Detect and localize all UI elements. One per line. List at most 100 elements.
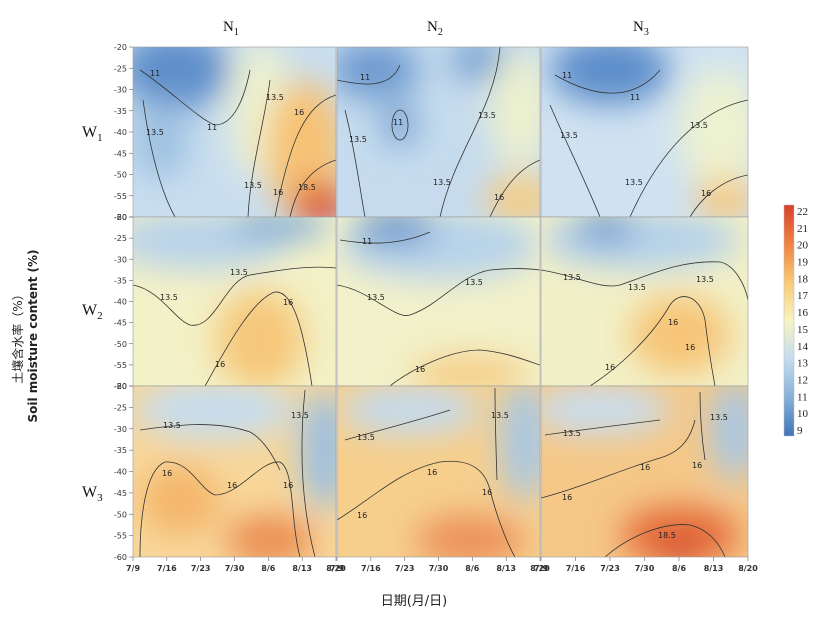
x-tick-label: 8/6 bbox=[672, 564, 686, 573]
contour-label: 16 bbox=[215, 360, 225, 369]
x-tick-label: 8/13 bbox=[496, 564, 516, 573]
contour-label: 16 bbox=[427, 468, 437, 477]
contour-label: 16 bbox=[668, 318, 678, 327]
contour-label: 13.5 bbox=[690, 121, 708, 130]
colorbar-tick-label: 22 bbox=[797, 206, 808, 218]
contour-label: 11 bbox=[393, 118, 403, 127]
contour-label: 16 bbox=[283, 481, 293, 490]
contour-label: 13.5 bbox=[244, 181, 262, 190]
y-tick-label: -45 bbox=[114, 149, 127, 158]
y-tick-label: -50 bbox=[114, 510, 127, 519]
panel-w3-n3: 13.5 13.5 16 16 16 18.5 bbox=[540, 385, 749, 558]
contour-label: 13.5 bbox=[357, 433, 375, 442]
colorbar-tick-label: 20 bbox=[797, 240, 809, 252]
contour-label: 13.5 bbox=[146, 128, 164, 137]
y-tick-label: -20 bbox=[114, 382, 127, 391]
x-tick-label: 7/16 bbox=[361, 564, 381, 573]
x-tick-label: 8/13 bbox=[704, 564, 724, 573]
contour-label: 18.5 bbox=[298, 183, 316, 192]
contour-label: 13.5 bbox=[560, 131, 578, 140]
y-axis-title-en: Soil moisture content (%) bbox=[26, 249, 40, 423]
panel-w1-n2: 11 11 13.5 13.5 13.5 16 bbox=[336, 46, 541, 218]
x-tick-label: 7/30 bbox=[635, 564, 655, 573]
y-tick-label: -40 bbox=[114, 128, 127, 137]
colorbar-tick-label: 14 bbox=[797, 341, 809, 353]
y-tick-label: -30 bbox=[114, 425, 127, 434]
panel-w1-n3: 11 11 13.5 13.5 13.5 16 bbox=[540, 46, 749, 218]
x-tick-label: 7/9 bbox=[126, 564, 140, 573]
x-tick-label: 8/20 bbox=[530, 564, 550, 573]
x-tick-label: 7/23 bbox=[191, 564, 211, 573]
y-tick-label: -55 bbox=[114, 361, 127, 370]
y-tick-label: -25 bbox=[114, 64, 127, 73]
contour-label: 13.5 bbox=[160, 293, 178, 302]
contour-label: 16 bbox=[605, 363, 615, 372]
contour-label: 11 bbox=[630, 93, 640, 102]
x-tick-label: 7/16 bbox=[566, 564, 586, 573]
contour-label: 16 bbox=[482, 488, 492, 497]
contour-label: 13.5 bbox=[465, 278, 483, 287]
contour-label: 13.5 bbox=[710, 413, 728, 422]
colorbar: 22 21 20 19 18 17 16 15 14 13 12 11 10 9 bbox=[783, 204, 809, 437]
x-axis-title: 日期(月/日) bbox=[380, 594, 448, 609]
x-tick-label: 8/20 bbox=[738, 564, 758, 573]
panel-w2-n3: 13.5 13.5 13.5 16 16 16 bbox=[540, 216, 749, 387]
contour-label: 16 bbox=[227, 481, 237, 490]
x-tick-label: 7/23 bbox=[395, 564, 415, 573]
contour-label: 16 bbox=[357, 511, 367, 520]
contour-label: 13.5 bbox=[367, 293, 385, 302]
x-tick-label: 8/6 bbox=[261, 564, 275, 573]
y-tick-label: -40 bbox=[114, 298, 127, 307]
x-tick-label: 7/9 bbox=[330, 564, 344, 573]
x-tick-label: 7/30 bbox=[225, 564, 245, 573]
y-tick-label: -20 bbox=[114, 43, 127, 52]
colorbar-tick-label: 13 bbox=[797, 358, 809, 370]
contour-label: 16 bbox=[562, 493, 572, 502]
contour-label: 16 bbox=[494, 193, 504, 202]
x-tick-label: 7/30 bbox=[429, 564, 449, 573]
y-tick-label: -60 bbox=[114, 553, 127, 562]
contour-label: 16 bbox=[162, 469, 172, 478]
y-tick-label: -30 bbox=[114, 86, 127, 95]
column-label-n3: N3 bbox=[633, 19, 649, 38]
x-tick-label: 7/23 bbox=[600, 564, 620, 573]
panel-w3-n1: 13.5 13.5 16 16 16 bbox=[132, 385, 337, 558]
contour-label: 11 bbox=[562, 71, 572, 80]
panel-w2-n2: 11 13.5 13.5 16 bbox=[336, 216, 541, 387]
colorbar-tick-label: 15 bbox=[797, 324, 809, 336]
contour-label: 11 bbox=[150, 69, 160, 78]
contour-label: 16 bbox=[273, 188, 283, 197]
contour-label: 16 bbox=[294, 108, 304, 117]
x-tick-label: 7/9 bbox=[534, 564, 548, 573]
contour-label: 18.5 bbox=[658, 531, 676, 540]
row-label-w1: W1 bbox=[82, 124, 103, 145]
contour-label: 13.5 bbox=[291, 411, 309, 420]
contour-label: 13.5 bbox=[563, 273, 581, 282]
contour-label: 13.5 bbox=[478, 111, 496, 120]
colorbar-tick-label: 18 bbox=[797, 273, 809, 285]
x-tick-label: 8/13 bbox=[292, 564, 312, 573]
contour-label: 13.5 bbox=[349, 135, 367, 144]
colorbar-tick-label: 12 bbox=[797, 374, 808, 386]
y-tick-label: -20 bbox=[114, 213, 127, 222]
contour-label: 11 bbox=[207, 123, 217, 132]
y-tick-label: -35 bbox=[114, 107, 127, 116]
contour-label: 16 bbox=[283, 298, 293, 307]
contour-label: 16 bbox=[415, 365, 425, 374]
y-tick-label: -60 bbox=[114, 382, 127, 391]
row-label-w3: W3 bbox=[82, 484, 103, 505]
contour-label: 13.5 bbox=[563, 429, 581, 438]
colorbar-tick-label: 16 bbox=[797, 307, 809, 319]
x-tick-label: 7/16 bbox=[157, 564, 177, 573]
y-tick-label: -50 bbox=[114, 340, 127, 349]
colorbar-tick-label: 17 bbox=[797, 290, 809, 302]
contour-label: 16 bbox=[701, 189, 711, 198]
contour-label: 13.5 bbox=[628, 283, 646, 292]
contour-label: 16 bbox=[640, 463, 650, 472]
contour-label: 13.5 bbox=[491, 411, 509, 420]
axis-layer: -20-25-30-35-40-45-50-55-60-20-25-30-35-… bbox=[114, 43, 758, 573]
panel-w3-n2: 13.5 13.5 16 16 16 bbox=[336, 385, 541, 558]
y-axis-title: 土壤含水率（%） Soil moisture content (%) bbox=[11, 249, 41, 422]
contour-label: 16 bbox=[692, 461, 702, 470]
